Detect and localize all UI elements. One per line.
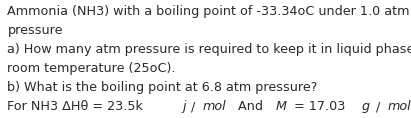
Text: mol: mol <box>388 100 411 113</box>
Text: j: j <box>183 100 186 113</box>
Text: g: g <box>362 100 370 113</box>
Text: mol: mol <box>203 100 227 113</box>
Text: pressure: pressure <box>7 24 63 37</box>
Text: For NH3 ΔHθ = 23.5k: For NH3 ΔHθ = 23.5k <box>7 100 143 113</box>
Text: Ammonia (NH3) with a boiling point of -33.34oC under 1.0 atm: Ammonia (NH3) with a boiling point of -3… <box>7 5 410 18</box>
Text: b) What is the boiling point at 6.8 atm pressure?: b) What is the boiling point at 6.8 atm … <box>7 81 318 94</box>
Text: /: / <box>187 100 199 113</box>
Text: M: M <box>276 100 287 113</box>
Text: = 17.03: = 17.03 <box>290 100 346 113</box>
Text: a) How many atm pressure is required to keep it in liquid phase at: a) How many atm pressure is required to … <box>7 43 411 56</box>
Text: /: / <box>372 100 384 113</box>
Text: And: And <box>233 100 266 113</box>
Text: room temperature (25oC).: room temperature (25oC). <box>7 62 176 75</box>
